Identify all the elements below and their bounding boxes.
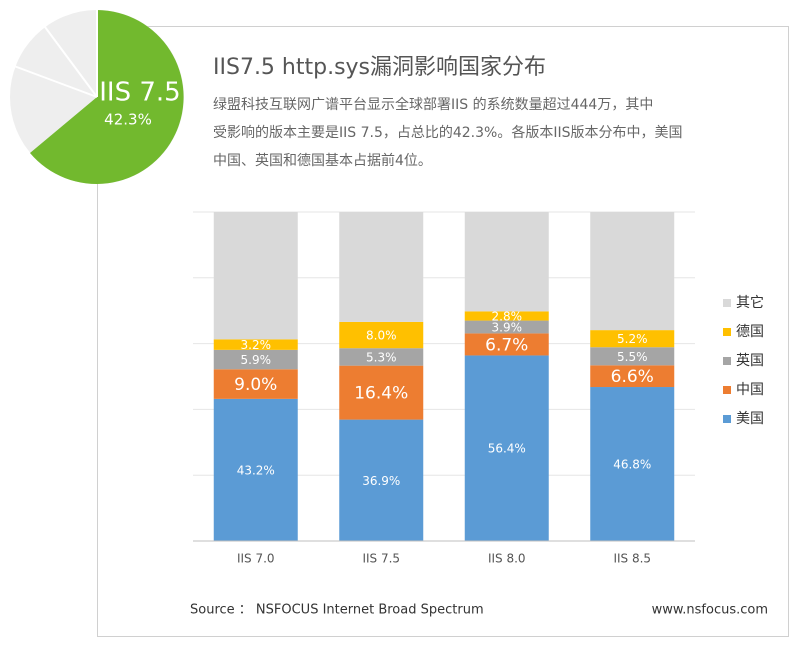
pie-divider (13, 65, 98, 98)
value-label: 6.6% (611, 367, 654, 387)
value-label: 36.9% (362, 474, 400, 488)
bar-segment (464, 320, 549, 334)
bar-segment (464, 333, 549, 356)
legend-label: 德国 (736, 324, 764, 340)
legend-swatch (723, 357, 731, 365)
legend-swatch (723, 415, 731, 423)
value-label: 46.8% (613, 458, 651, 472)
bar-segment (590, 365, 675, 388)
legend-label: 其它 (736, 294, 764, 311)
legend-label: 美国 (736, 411, 764, 427)
value-label: 3.2% (241, 338, 272, 352)
value-label: 43.2% (237, 463, 275, 477)
x-tick-label: IIS 7.0 (237, 552, 275, 566)
bar-segment (464, 311, 549, 321)
title: IIS7.5 http.sys漏洞影响国家分布 (213, 55, 546, 80)
bar-segment (213, 369, 298, 399)
badge-title: IIS 7.5 (99, 78, 180, 108)
value-label: 5.5% (617, 350, 648, 364)
value-label: 5.3% (366, 350, 397, 364)
bar-segment (590, 330, 675, 348)
value-label: 5.9% (241, 353, 272, 367)
legend-swatch (723, 328, 731, 336)
x-tick-label: IIS 7.5 (362, 552, 400, 566)
description-line: 受影响的版本主要是IIS 7.5，占总比的42.3%。各版本IIS版本分布中，美… (213, 125, 682, 141)
legend-label: 中国 (736, 382, 764, 398)
legend-swatch (723, 386, 731, 394)
bar-segment (464, 355, 549, 541)
pie-divider (44, 26, 98, 98)
bar-segment (464, 212, 549, 312)
bar-segment (339, 212, 424, 322)
value-label: 8.0% (366, 329, 397, 343)
description-line: 绿盟科技互联网广谱平台显示全球部署IIS 的系统数量超过444万，其中 (213, 96, 653, 113)
value-label: 16.4% (354, 384, 408, 404)
bar-segment (213, 339, 298, 350)
bar-segment (213, 349, 298, 370)
bar-segment (339, 365, 424, 420)
x-tick-label: IIS 8.5 (613, 552, 651, 566)
pie-slice (30, 10, 184, 184)
bar-segment (213, 398, 298, 541)
legend-swatch (723, 299, 731, 307)
bar-segment (339, 419, 424, 541)
badge-value: 42.3% (104, 111, 152, 129)
site: www.nsfocus.com (652, 603, 768, 618)
value-label: 2.8% (492, 309, 523, 323)
value-label: 3.9% (492, 320, 523, 334)
bar-segment (213, 212, 298, 340)
bar-segment (339, 348, 424, 366)
bar-segment (590, 212, 675, 331)
value-label: 9.0% (234, 375, 277, 395)
x-tick-label: IIS 8.0 (488, 552, 526, 566)
description-line: 中国、英国和德国基本占据前4位。 (213, 152, 432, 169)
source: Source ： NSFOCUS Internet Broad Spectrum (190, 603, 484, 618)
bar-segment (590, 387, 675, 541)
value-label: 6.7% (485, 335, 528, 355)
bar-segment (339, 321, 424, 349)
value-label: 5.2% (617, 332, 648, 346)
badge-pie (10, 10, 184, 184)
card (97, 26, 789, 637)
value-label: 56.4% (488, 442, 526, 456)
bar-segment (590, 347, 675, 366)
legend-label: 英国 (736, 352, 764, 369)
